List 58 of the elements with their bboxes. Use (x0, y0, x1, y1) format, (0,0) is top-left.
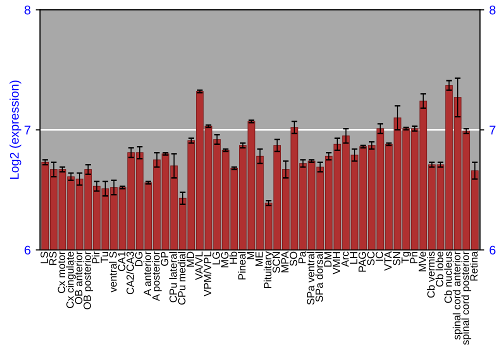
x-tick-label: Tu (100, 252, 108, 263)
x-tick-label: M (246, 252, 254, 260)
x-tick-label: Pir (92, 251, 100, 264)
x-tick-label: VA/VL (194, 252, 203, 280)
y-tick-label: 6 (24, 246, 30, 255)
x-tick-label: Pineal (238, 252, 246, 280)
x-tick-label: MVe (418, 252, 426, 272)
x-tick-label: OB anterior (74, 251, 82, 304)
x-tick-label: VMH (332, 252, 340, 274)
x-tick-label: VPM/VPL (204, 252, 212, 296)
x-tick-label: SN (392, 252, 400, 266)
x-tick-label: Cx motor (58, 251, 66, 294)
x-tick-label: SPa dorsal (315, 252, 323, 302)
x-tick-label: SPa ventral (306, 252, 314, 305)
y2-tick-label: 6 (490, 246, 496, 255)
x-tick-label: A anterior (143, 251, 152, 296)
x-tick-label: spinal cord posterior (461, 251, 472, 345)
x-tick-label: IC (376, 252, 384, 261)
x-tick-label: Cx cingulate (66, 252, 76, 308)
x-tick-label: Cb nucleus (444, 252, 452, 303)
x-tick-label: LH (350, 252, 358, 264)
x-tick-label: MG (221, 252, 228, 268)
x-tick-label: CPu lateral (169, 252, 177, 302)
x-tick-label: RS (49, 252, 57, 265)
y2-tick-label: 7 (490, 126, 496, 134)
x-tick-label: CA1 (118, 252, 126, 272)
x-tick-label: VTA (384, 251, 392, 271)
x-tick-label: DG (135, 252, 142, 266)
x-tick-label: Hb (229, 252, 238, 264)
x-tick-label: PAG (358, 252, 366, 272)
y-tick-label: 8 (24, 6, 30, 14)
y2-tick-label: 8 (490, 6, 496, 14)
x-tick-label: ME (256, 252, 263, 266)
x-tick-label: MD (186, 252, 194, 267)
x-tick-label: Tg (402, 252, 411, 264)
x-tick-label: CA2/CA3 (126, 252, 134, 294)
x-tick-label: Cb vermis (427, 252, 435, 298)
x-tick-label: CPu medial (178, 252, 186, 305)
x-tick-label: GP (160, 252, 168, 266)
x-tick-label: A posterior (152, 251, 162, 302)
x-tick-label: Cb lobe (436, 252, 444, 287)
x-tick-label: MPA (281, 251, 288, 272)
x-tick-label: Pa (298, 251, 306, 264)
x-tick-label: spinal cord anterior (452, 251, 463, 340)
y-tick-label: 7 (24, 126, 30, 134)
x-tick-label: Arc (341, 252, 349, 267)
x-tick-label: SCN (272, 252, 280, 273)
x-tick-label: Retina (470, 251, 478, 281)
x-tick-label: Pituitary (264, 251, 274, 288)
x-tick-label: SC (367, 252, 375, 266)
x-tick-label: LG (212, 252, 220, 264)
y-axis-title: Log2 (expression) (10, 80, 22, 179)
x-tick-label: ventral S (109, 252, 117, 292)
x-tick-label: OB posterior (83, 251, 93, 310)
x-tick-label: DM (324, 252, 332, 267)
x-tick-label: Pn (410, 252, 418, 264)
x-tick-label: SO (290, 252, 298, 266)
x-tick-label: LS (40, 252, 48, 264)
